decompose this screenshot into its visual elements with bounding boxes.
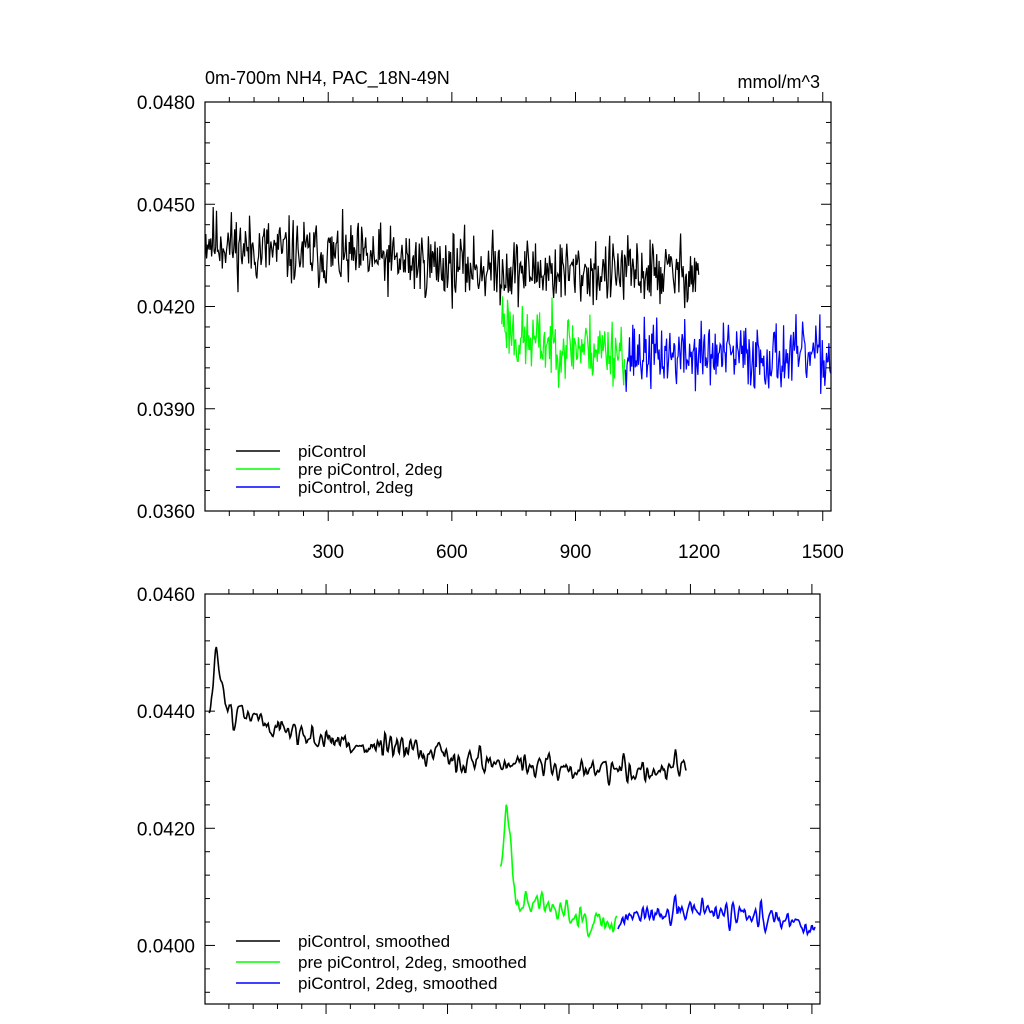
top-series-line-1 xyxy=(205,206,700,309)
bottom-panel: 0.0400 0.0420 0.0440 0.0460 piControl, smoo… xyxy=(137,584,821,1014)
top-panel-title: 0m-700m NH4, PAC_18N-49N xyxy=(205,68,450,89)
bottom-series-line-3 xyxy=(617,893,816,937)
top-panel: 0m-700m NH4, PAC_18N-49N mmol/m^3 0.0360… xyxy=(137,68,844,563)
bottom-y-tick-label: 0.0400 xyxy=(137,936,195,957)
bottom-plot-frame xyxy=(204,593,821,1005)
top-legend-label: pre piControl, 2deg xyxy=(298,460,443,479)
bottom-series-line-2 xyxy=(499,804,618,938)
top-x-tick-label: 300 xyxy=(312,542,344,563)
top-series-line-2 xyxy=(501,296,626,388)
bottom-legend-label: pre piControl, 2deg, smoothed xyxy=(298,953,527,972)
top-axes: 0.0360 0.0390 0.0420 0.0450 0.0480 300 600 900 1… xyxy=(137,92,844,563)
top-panel-units: mmol/m^3 xyxy=(738,72,820,92)
bottom-legend: piControl, smoothed pre piControl, 2deg, … xyxy=(236,932,527,993)
top-x-tick-label: 1200 xyxy=(678,542,720,563)
top-y-tick-label: 0.0480 xyxy=(137,93,195,114)
top-plot-frame xyxy=(204,101,832,512)
bottom-y-tick-label: 0.0420 xyxy=(137,819,195,840)
bottom-legend-label: piControl, smoothed xyxy=(298,932,450,951)
top-legend-label: piControl xyxy=(298,442,366,461)
top-y-tick-label: 0.0390 xyxy=(137,400,195,421)
bottom-y-tick-label: 0.0440 xyxy=(137,702,195,723)
top-x-tick-label: 900 xyxy=(560,542,592,563)
top-x-tick-label: 1500 xyxy=(802,542,844,563)
bottom-series-group xyxy=(208,646,816,938)
top-y-tick-label: 0.0450 xyxy=(137,195,195,216)
top-y-tick-label: 0.0360 xyxy=(137,502,195,523)
top-series-line-3 xyxy=(624,314,831,394)
bottom-series-line-1 xyxy=(208,646,687,786)
top-series-group xyxy=(205,206,831,394)
bottom-axes: 0.0400 0.0420 0.0440 0.0460 xyxy=(137,584,820,1014)
bottom-legend-label: piControl, 2deg, smoothed xyxy=(298,974,497,993)
top-x-tick-label: 600 xyxy=(436,542,468,563)
top-legend-label: piControl, 2deg xyxy=(298,478,413,497)
top-y-tick-label: 0.0420 xyxy=(137,298,195,319)
bottom-y-tick-label: 0.0460 xyxy=(137,585,195,606)
